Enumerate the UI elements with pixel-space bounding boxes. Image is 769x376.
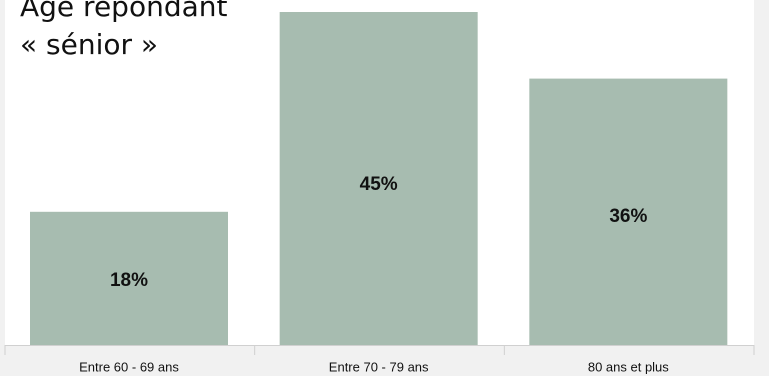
bar-3	[529, 78, 728, 345]
x-tick-label-3: 80 ans et plus	[588, 359, 669, 374]
bar-value-label-3: 36%	[609, 206, 647, 227]
bar-value-label-2: 45%	[360, 174, 398, 195]
bar-2	[279, 12, 478, 345]
bar-value-label-1: 18%	[110, 270, 148, 291]
x-tick-label-1: Entre 60 - 69 ans	[79, 359, 179, 374]
chart-title: Âge répondant « sénior »	[20, 0, 227, 64]
bar-1	[30, 211, 228, 345]
bars-group: 18% 45% 36%	[30, 12, 728, 345]
chart-title-line-2: « sénior »	[20, 28, 159, 61]
x-tick-label-2: Entre 70 - 79 ans	[329, 359, 429, 374]
chart-title-line-1: Âge répondant	[20, 0, 228, 23]
x-axis: Entre 60 - 69 ans Entre 70 - 79 ans 80 ans…	[4, 345, 755, 374]
